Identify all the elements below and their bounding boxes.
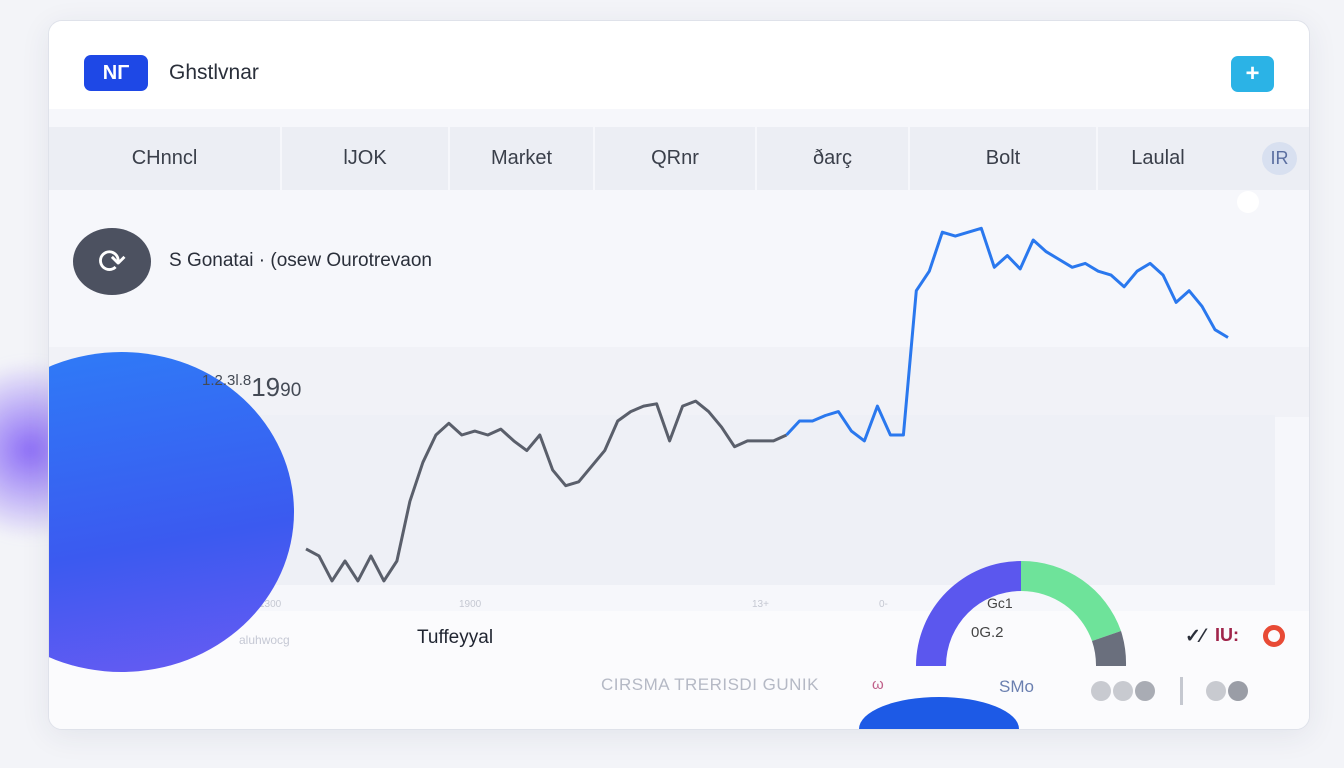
header: ΝΓ Ghstlvnar + xyxy=(49,21,1309,109)
gauge-label-bottom: 0G.2 xyxy=(971,624,1004,641)
price-main: 19 xyxy=(251,372,281,402)
divider xyxy=(1180,677,1183,705)
x-tick: 1900 xyxy=(459,599,482,610)
footer-label: Tuffeyyal xyxy=(417,627,494,648)
indicator-dot xyxy=(1237,191,1259,213)
pager-dots[interactable] xyxy=(1091,681,1155,701)
tab-bolt[interactable]: Bolt xyxy=(910,127,1098,190)
caption-icon: ω xyxy=(872,676,884,693)
page-dot[interactable] xyxy=(1228,681,1248,701)
pager-dots-2[interactable] xyxy=(1206,681,1248,701)
price-suffix: 90 xyxy=(280,380,302,401)
app-window: ΝΓ Ghstlvnar + CHnncl lJOK Market QRnr ð… xyxy=(48,20,1310,730)
gauge-chart xyxy=(916,560,1127,666)
page-dot[interactable] xyxy=(1113,681,1133,701)
tab-bar: CHnncl lJOK Market QRnr ðarç Bolt Laulal xyxy=(49,127,1309,190)
gauge-segment-gray xyxy=(1092,631,1127,666)
price-prefix: 1.2.3l.8 xyxy=(202,372,252,389)
app-title: Ghstlvnar xyxy=(169,61,259,84)
tab-4[interactable]: ðarç xyxy=(757,127,910,190)
series-line-1 xyxy=(785,226,1229,443)
x-tick: 13+ xyxy=(752,599,769,610)
coin-icon: ⟳ xyxy=(73,228,151,295)
status-check-icon: ✓⁄ xyxy=(1185,626,1205,647)
app-logo[interactable]: ΝΓ xyxy=(84,55,148,91)
gauge-segment-green xyxy=(1021,560,1121,641)
x-tick: 1300 xyxy=(259,599,282,610)
price-chart xyxy=(305,226,1229,583)
tab-3[interactable]: QRnr xyxy=(595,127,757,190)
add-button[interactable]: + xyxy=(1231,56,1274,92)
x-tick: 0- xyxy=(879,599,888,610)
page-dot[interactable] xyxy=(1091,681,1111,701)
legend-glyph: SMo xyxy=(999,677,1034,696)
user-avatar[interactable]: IR xyxy=(1262,142,1297,175)
asset-title: S Gonatai · (osew Ourotrevaon xyxy=(169,250,432,271)
chart-area xyxy=(249,415,1275,585)
tab-1[interactable]: lJOK xyxy=(282,127,450,190)
page-dot[interactable] xyxy=(1206,681,1226,701)
record-icon[interactable] xyxy=(1263,625,1285,647)
small-label: aluhwocg xyxy=(239,633,290,647)
gauge-segment-purple xyxy=(916,561,1021,666)
tab-6[interactable]: Laulal xyxy=(1131,147,1185,169)
status-mark: IU: xyxy=(1215,625,1239,645)
gauge-label-top: Gc1 xyxy=(987,595,1013,611)
footer-caption: CIRSMA TRERISDI GUNIK xyxy=(601,675,819,694)
tab-market[interactable]: Market xyxy=(450,127,595,190)
price-readout: 1.2.3l.81990 xyxy=(202,372,301,403)
tab-0[interactable]: CHnncl xyxy=(49,127,282,190)
series-line-0 xyxy=(305,399,788,583)
page-dot[interactable] xyxy=(1135,681,1155,701)
chart-band xyxy=(49,347,1309,417)
